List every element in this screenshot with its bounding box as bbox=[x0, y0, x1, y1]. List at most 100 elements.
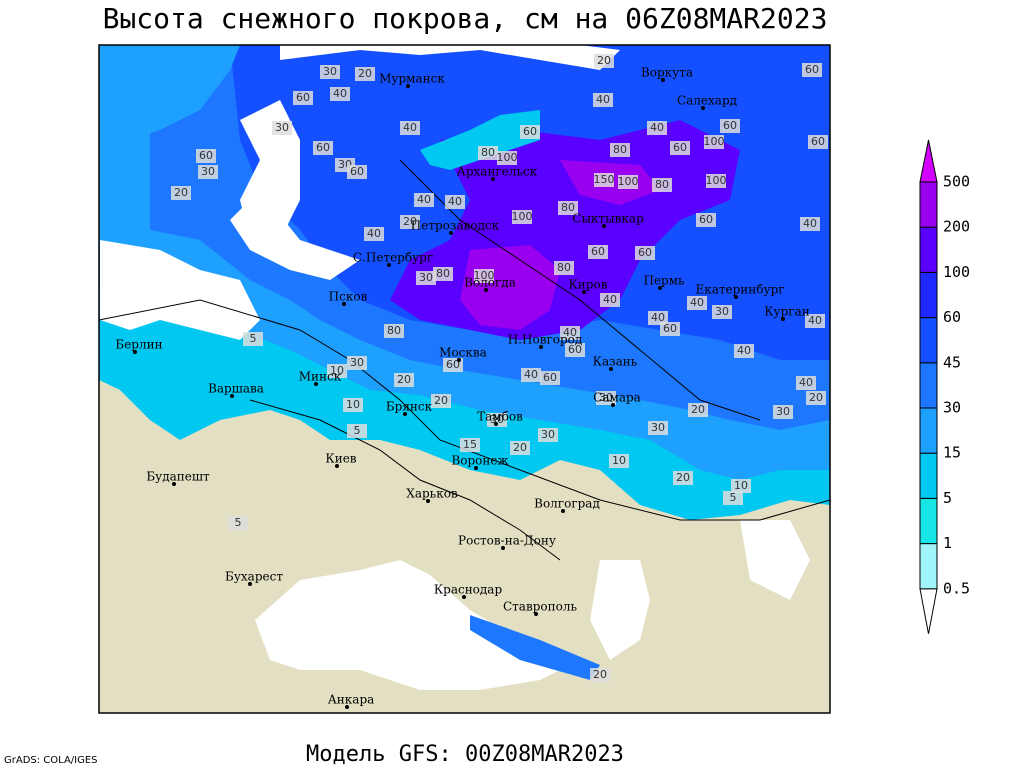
contour-label: 100 bbox=[618, 175, 639, 188]
city-dot bbox=[534, 612, 538, 616]
contour-label: 60 bbox=[591, 245, 605, 258]
contour-label: 30 bbox=[651, 421, 665, 434]
city-label: Казань bbox=[593, 355, 638, 369]
contour-label-bg bbox=[347, 165, 367, 179]
contour-label: 100 bbox=[704, 135, 725, 148]
contour-label: 5 bbox=[730, 491, 737, 504]
contour-label: 40 bbox=[651, 311, 665, 324]
contour-label: 60 bbox=[673, 141, 687, 154]
contour-label-bg bbox=[384, 324, 404, 338]
legend-label: 0.5 bbox=[943, 579, 970, 597]
contour-label-bg bbox=[243, 332, 263, 346]
city-dot bbox=[426, 499, 430, 503]
contour-label-bg bbox=[610, 143, 630, 157]
city-dot bbox=[491, 177, 495, 181]
contour-label-bg bbox=[670, 141, 690, 155]
contour-label-bg bbox=[712, 305, 732, 319]
legend-label: 5 bbox=[943, 489, 952, 507]
contour-label: 30 bbox=[776, 405, 790, 418]
contour-label-bg bbox=[313, 141, 333, 155]
legend-label: 60 bbox=[943, 308, 961, 326]
contour-label-bg bbox=[228, 516, 248, 530]
contour-label: 60 bbox=[663, 322, 677, 335]
city-label: Бухарест bbox=[225, 570, 283, 584]
contour-label: 40 bbox=[448, 195, 462, 208]
city-dot bbox=[484, 288, 488, 292]
legend-arrow bbox=[919, 139, 938, 183]
contour-label-bg bbox=[554, 261, 574, 275]
city-label: Вологда bbox=[464, 276, 516, 290]
contour-label: 5 bbox=[354, 424, 361, 437]
footer: Модель GFS: 00Z08MAR2023 bbox=[306, 742, 624, 767]
contour-label: 60 bbox=[446, 358, 460, 371]
city-label: Москва bbox=[439, 346, 487, 360]
contour-label-bg bbox=[734, 344, 754, 358]
contour-label: 40 bbox=[737, 344, 751, 357]
legend-swatch bbox=[919, 543, 938, 590]
city-label: Воркута bbox=[641, 66, 693, 80]
city-dot bbox=[314, 382, 318, 386]
contour-label-bg bbox=[618, 175, 638, 189]
city-dot bbox=[561, 509, 565, 513]
contour-label-bg bbox=[445, 195, 465, 209]
contour-label-bg bbox=[652, 178, 672, 192]
contour-label-bg bbox=[600, 293, 620, 307]
contour-label: 20 bbox=[397, 373, 411, 386]
city-dot bbox=[658, 286, 662, 290]
city-dot bbox=[611, 403, 615, 407]
contour-label: 60 bbox=[296, 91, 310, 104]
contour-label: 5 bbox=[250, 332, 257, 345]
contour-label-bg bbox=[364, 227, 384, 241]
city-dot bbox=[474, 466, 478, 470]
city-label: Архангельск bbox=[457, 165, 538, 179]
city-label: Воронеж bbox=[451, 454, 508, 468]
contour-label: 60 bbox=[811, 135, 825, 148]
contour-label: 150 bbox=[594, 173, 615, 186]
map bbox=[98, 44, 831, 714]
contour-label: 20 bbox=[358, 67, 372, 80]
contour-label-bg bbox=[704, 135, 724, 149]
city-label: Краснодар bbox=[434, 583, 503, 597]
city-label: Варшава bbox=[208, 382, 264, 396]
city-dot bbox=[734, 295, 738, 299]
contour-label-bg bbox=[474, 269, 494, 283]
legend-label: 45 bbox=[943, 353, 961, 371]
contour-label: 80 bbox=[561, 201, 575, 214]
contour-label-bg bbox=[594, 54, 614, 68]
contour-label-bg bbox=[347, 356, 367, 370]
contour-label: 100 bbox=[512, 210, 533, 223]
city-dot bbox=[701, 106, 705, 110]
city-dot bbox=[661, 78, 665, 82]
contour-label-bg bbox=[343, 398, 363, 412]
contour-label: 15 bbox=[463, 438, 477, 451]
city-dot bbox=[230, 394, 234, 398]
contour-label: 60 bbox=[699, 213, 713, 226]
contour-label: 20 bbox=[809, 391, 823, 404]
contour-label: 40 bbox=[403, 121, 417, 134]
legend-swatch bbox=[919, 362, 938, 409]
legend-arrow bbox=[919, 588, 938, 634]
contour-label-bg bbox=[521, 368, 541, 382]
city-label: Брянск bbox=[386, 400, 433, 414]
contour-label-bg bbox=[487, 413, 507, 427]
city-label: Анкара bbox=[328, 693, 375, 707]
contour-label-bg bbox=[198, 165, 218, 179]
contour-label-bg bbox=[320, 65, 340, 79]
contour-label-bg bbox=[400, 121, 420, 135]
contour-label-bg bbox=[660, 322, 680, 336]
contour-label-bg bbox=[565, 343, 585, 357]
contour-label-bg bbox=[609, 454, 629, 468]
contour-label-bg bbox=[593, 93, 613, 107]
city-label: Киров bbox=[569, 278, 608, 292]
legend-label: 30 bbox=[943, 399, 961, 417]
contour-label: 40 bbox=[808, 314, 822, 327]
contour-label: 10 bbox=[612, 454, 626, 467]
contour-label-bg bbox=[540, 371, 560, 385]
contour-label: 20 bbox=[593, 668, 607, 681]
city-label: Будапешт bbox=[146, 470, 210, 484]
contour-label: 20 bbox=[676, 471, 690, 484]
contour-label: 40 bbox=[803, 217, 817, 230]
contour-label: 40 bbox=[690, 296, 704, 309]
contour-label: 60 bbox=[350, 165, 364, 178]
